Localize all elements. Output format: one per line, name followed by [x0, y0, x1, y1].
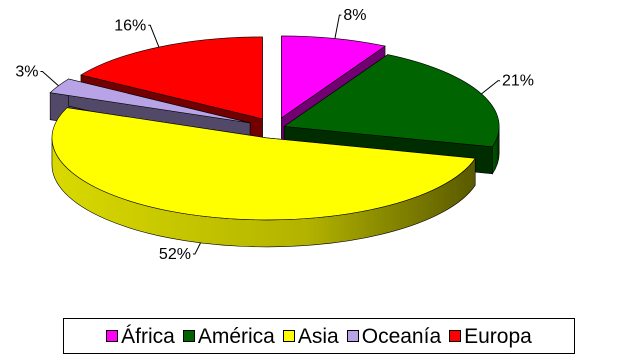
- legend-swatch-africa: [106, 330, 119, 342]
- leader-line-oceania: [40, 71, 59, 87]
- data-label-asia: 52%: [159, 246, 191, 263]
- leader-line-europa: [148, 24, 160, 48]
- legend-swatch-asia: [282, 330, 295, 342]
- legend-item-oceania: Oceanía: [346, 324, 442, 348]
- slice-top-oceania: [49, 78, 251, 124]
- leader-line-africa: [334, 14, 342, 39]
- data-label-america: 21%: [502, 73, 534, 90]
- legend-item-america: América: [182, 324, 275, 348]
- legend-item-europa: Europa: [449, 326, 532, 347]
- legend-label-asia: Asia: [297, 324, 339, 348]
- leader-line-asia: [192, 242, 201, 255]
- legend-swatch-europa: [449, 330, 462, 342]
- legend-item-asia: Asia: [282, 324, 339, 348]
- data-label-africa: 8%: [343, 7, 366, 24]
- leader-line-america: [481, 80, 501, 95]
- slice-asia: [51, 107, 476, 248]
- legend-swatch-oceania: [346, 330, 359, 342]
- legend-label-america: América: [197, 324, 275, 348]
- data-label-europa: 16%: [114, 17, 146, 34]
- legend-swatch-america: [182, 330, 195, 342]
- legend-item-africa: África: [106, 326, 175, 347]
- chart-legend: África América Asia Oceanía Europa: [63, 318, 575, 354]
- legend-label-africa: África: [121, 324, 175, 348]
- legend-label-oceania: Oceanía: [361, 324, 442, 348]
- legend-label-europa: Europa: [464, 324, 532, 348]
- data-label-oceania: 3%: [15, 64, 38, 81]
- slice-top-asia: [51, 107, 476, 221]
- slice-top-africa: [281, 35, 386, 119]
